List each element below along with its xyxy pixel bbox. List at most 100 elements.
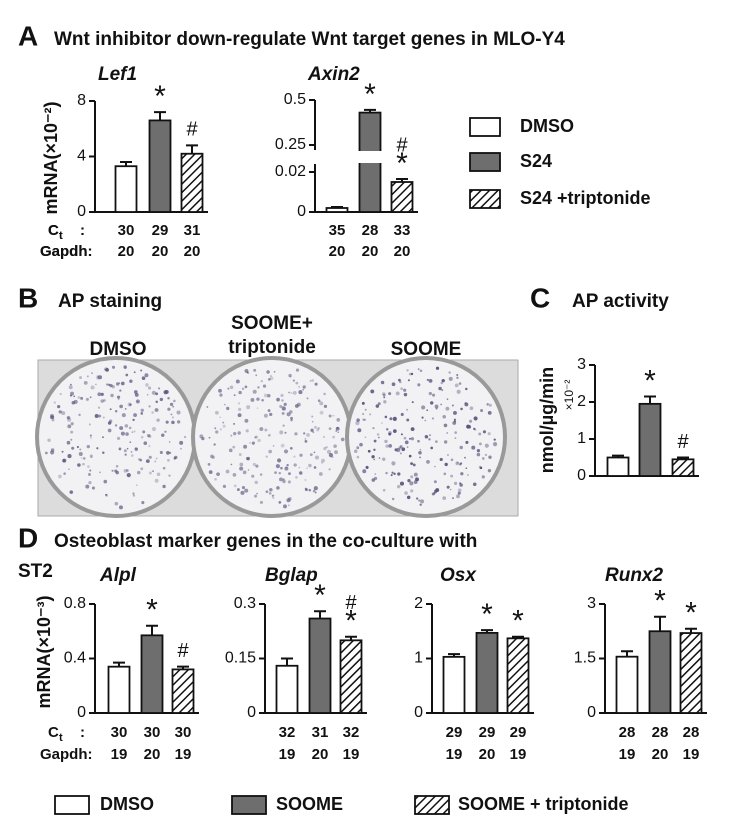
stain-speck — [102, 399, 106, 402]
stain-speck — [333, 444, 337, 448]
gapdh-value: 20 — [652, 746, 669, 763]
stain-speck — [459, 483, 463, 487]
stain-speck — [280, 393, 284, 398]
chart-title: Bglap — [265, 565, 318, 586]
stain-speck — [320, 461, 324, 464]
ct-value: 33 — [394, 222, 411, 239]
stain-speck — [124, 424, 129, 428]
well — [35, 356, 197, 518]
stain-speck — [375, 404, 380, 408]
stain-speck — [161, 433, 165, 437]
significance-mark: * — [345, 605, 357, 638]
significance-mark: * — [364, 78, 376, 111]
stain-speck — [132, 492, 135, 495]
legend-swatch — [469, 117, 501, 137]
stain-speck — [310, 428, 314, 432]
legend-swatch — [414, 795, 450, 815]
stain-speck — [279, 404, 283, 409]
stain-speck — [268, 492, 272, 495]
stain-speck — [371, 478, 376, 482]
stain-speck — [162, 484, 166, 489]
stain-speck — [148, 445, 151, 448]
well-label: triptonide — [228, 337, 316, 358]
stain-speck — [151, 426, 157, 432]
stain-speck — [118, 382, 121, 385]
stain-speck — [396, 448, 401, 453]
y-tick-label: 3 — [587, 595, 596, 612]
stain-speck — [96, 376, 100, 380]
chart-title: Osx — [440, 565, 477, 586]
stain-speck — [269, 376, 274, 380]
stain-speck — [222, 424, 226, 428]
stain-speck — [295, 368, 300, 372]
y-tick-label: 1 — [414, 650, 423, 667]
stain-speck — [332, 414, 335, 417]
stain-speck — [288, 472, 291, 476]
stain-speck — [85, 484, 90, 489]
stain-speck — [159, 397, 164, 402]
stain-speck — [110, 393, 114, 398]
error-bar — [612, 454, 624, 458]
stain-speck — [283, 402, 287, 406]
stain-speck — [417, 383, 421, 387]
legend-label: SOOME + triptonide — [458, 794, 629, 814]
ct-value: 28 — [652, 724, 669, 741]
stain-speck — [206, 406, 209, 408]
stain-speck — [420, 499, 425, 504]
stain-speck — [478, 432, 482, 436]
stain-speck — [241, 485, 246, 490]
stain-speck — [148, 455, 152, 459]
stain-speck — [312, 431, 315, 434]
stain-speck — [96, 375, 99, 378]
stain-speck — [426, 460, 430, 464]
stain-speck — [384, 439, 388, 444]
stain-speck — [428, 438, 431, 441]
stain-speck — [440, 381, 444, 385]
stain-speck — [383, 396, 386, 399]
stain-speck — [424, 419, 427, 422]
significance-mark: * — [154, 80, 166, 113]
legend-swatch — [231, 795, 267, 815]
stain-speck — [119, 426, 124, 431]
stain-speck — [58, 474, 62, 479]
stain-speck — [251, 474, 255, 478]
stain-speck — [406, 408, 409, 411]
stain-speck — [388, 432, 392, 436]
stain-speck — [469, 406, 474, 411]
stain-speck — [77, 396, 81, 399]
stain-speck — [263, 413, 268, 418]
stain-speck — [135, 399, 140, 404]
bar — [180, 152, 204, 213]
stain-speck — [319, 401, 324, 406]
stain-speck — [251, 441, 255, 445]
stain-speck — [399, 380, 402, 384]
stain-speck — [332, 435, 335, 439]
stain-speck — [143, 441, 148, 445]
stain-speck — [176, 410, 181, 415]
significance-mark: * — [481, 598, 493, 631]
stain-speck — [123, 449, 127, 453]
chart-title: Alpl — [99, 565, 137, 586]
gapdh-value: 19 — [111, 746, 128, 763]
stain-speck — [392, 416, 397, 421]
stain-speck — [82, 462, 85, 466]
stain-speck — [144, 373, 149, 378]
stain-speck — [486, 403, 489, 406]
stain-speck — [230, 463, 233, 466]
stain-speck — [106, 383, 109, 386]
stain-speck — [88, 480, 92, 485]
stain-speck — [58, 410, 62, 414]
stain-speck — [286, 463, 289, 467]
stain-speck — [146, 433, 151, 438]
stain-speck — [304, 488, 308, 492]
stain-speck — [77, 463, 81, 467]
stain-speck — [118, 505, 123, 510]
stain-speck — [133, 430, 136, 433]
stain-speck — [244, 385, 248, 389]
stain-speck — [430, 446, 433, 450]
stain-speck — [378, 436, 380, 439]
stain-speck — [111, 469, 114, 472]
stain-speck — [51, 418, 55, 422]
stain-speck — [210, 454, 214, 459]
stain-speck — [306, 433, 310, 437]
